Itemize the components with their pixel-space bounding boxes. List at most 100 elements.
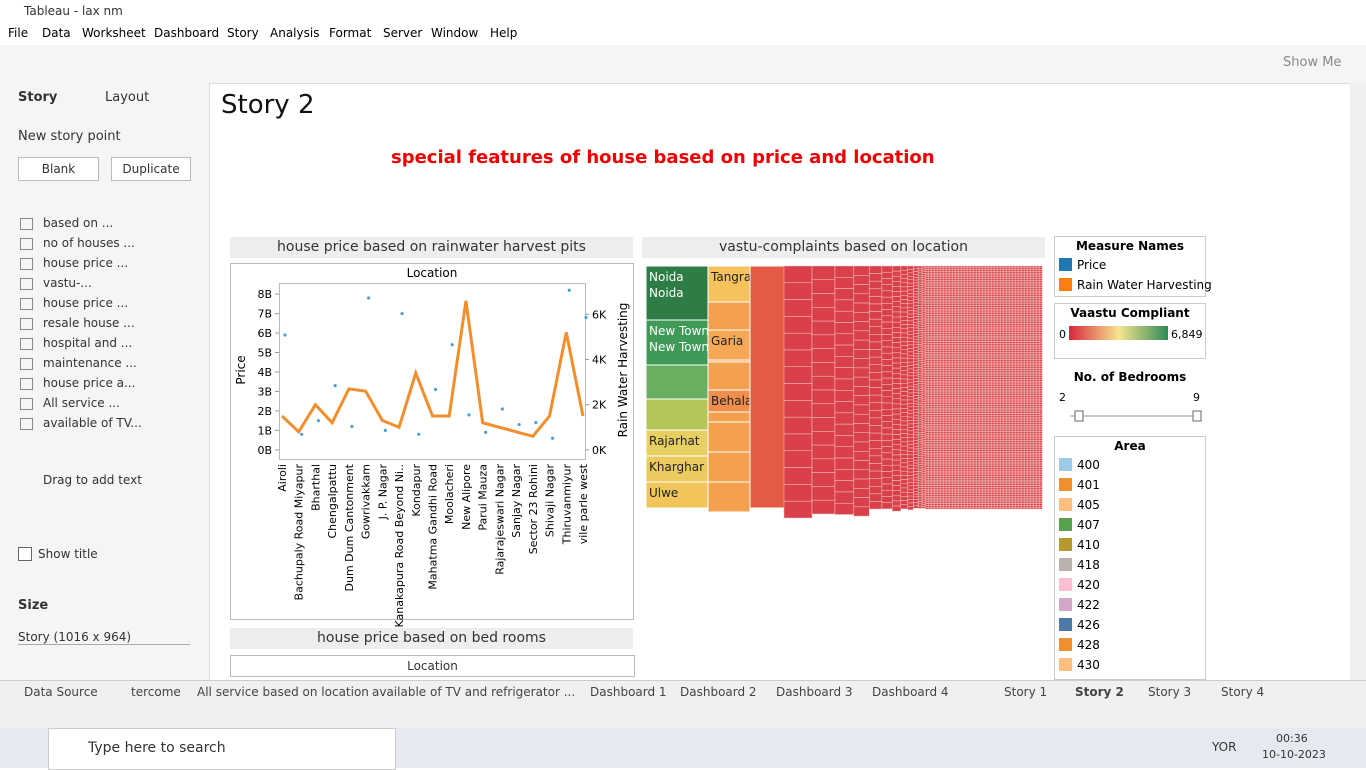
treemap-cell [982, 466, 985, 468]
treemap-cell [913, 494, 918, 497]
treemap-cell [991, 405, 994, 407]
treemap-cell [988, 419, 991, 421]
treemap-cell [994, 351, 997, 353]
treemap-cell [973, 446, 976, 448]
treemap-cell [982, 471, 985, 473]
treemap-cell [964, 414, 967, 416]
treemap-cell [937, 473, 940, 475]
treemap-cell [922, 400, 925, 402]
treemap-cell [997, 408, 1000, 410]
treemap-cell [931, 469, 934, 471]
treemap-cell [937, 457, 940, 459]
treemap-cell [943, 349, 946, 351]
treemap-cell [922, 503, 925, 505]
treemap-cell [967, 268, 970, 270]
treemap-cell [976, 464, 979, 466]
treemap-cell [937, 410, 940, 412]
treemap-cell [925, 480, 928, 482]
treemap-cell [991, 315, 994, 317]
treemap-cell [973, 399, 976, 401]
treemap-cell [961, 480, 964, 482]
treemap-cell [1000, 417, 1003, 419]
treemap-cell [949, 414, 952, 416]
treemap-cell [982, 302, 985, 304]
treemap-cell [994, 376, 997, 378]
treemap-cell [854, 405, 869, 414]
treemap-cell [955, 352, 958, 354]
treemap-cell [967, 311, 970, 313]
treemap-cell [928, 446, 931, 448]
treemap-cell [946, 268, 949, 270]
treemap-cell [931, 446, 934, 448]
treemap-cell [949, 318, 952, 320]
treemap-cell [946, 333, 949, 335]
treemap-cell [908, 434, 914, 437]
treemap-cell [1003, 489, 1006, 491]
treemap-cell [708, 482, 750, 512]
treemap-cell [991, 496, 994, 498]
treemap-cell [967, 385, 970, 387]
treemap-cell [985, 275, 988, 277]
treemap-cell [1000, 309, 1003, 311]
treemap-cell [925, 451, 928, 453]
treemap-cell [1006, 498, 1009, 500]
treemap-cell [1009, 277, 1012, 279]
y-tick-label: 6B [257, 327, 272, 340]
treemap-cell [922, 467, 925, 469]
treemap-cell [892, 399, 901, 404]
treemap-cell [961, 388, 964, 390]
treemap-cell [1009, 388, 1012, 390]
treemap-cell [940, 464, 943, 466]
treemap-cell [949, 349, 952, 351]
treemap-cell [967, 387, 970, 389]
treemap-cell [955, 270, 958, 272]
treemap-cell [908, 293, 914, 296]
treemap-cell [985, 300, 988, 302]
treemap-cell [1003, 469, 1006, 471]
treemap-cell [918, 326, 922, 328]
treemap-cell [943, 338, 946, 340]
treemap-cell [949, 379, 952, 381]
treemap-cell [901, 333, 908, 337]
treemap-cell [1003, 345, 1006, 347]
treemap-cell [946, 334, 949, 336]
treemap-cell [928, 480, 931, 482]
treemap-cell [1006, 455, 1009, 457]
treemap-cell [934, 403, 937, 405]
treemap-cell [922, 270, 925, 272]
treemap-cell [922, 404, 925, 406]
treemap-cell [1015, 334, 1018, 336]
treemap-cell [976, 286, 979, 288]
treemap-cell [982, 505, 985, 507]
treemap-cell [908, 427, 914, 430]
treemap-cell [918, 506, 922, 508]
treemap-cell [997, 343, 1000, 345]
treemap-cell [958, 376, 961, 378]
treemap-cell [1000, 280, 1003, 282]
treemap-cell [937, 295, 940, 297]
treemap-cell [934, 271, 937, 273]
treemap-cell [946, 460, 949, 462]
treemap-cell [982, 430, 985, 432]
treemap-cell [961, 291, 964, 293]
treemap-cell [1003, 383, 1006, 385]
treemap-cell [961, 457, 964, 459]
treemap-cell [985, 284, 988, 286]
treemap-cell [931, 426, 934, 428]
treemap-cell [1000, 333, 1003, 335]
treemap-cell [970, 403, 973, 405]
treemap-cell [964, 430, 967, 432]
treemap-cell [958, 374, 961, 376]
treemap-cell [967, 378, 970, 380]
treemap-cell [976, 374, 979, 376]
treemap-cell [988, 414, 991, 416]
treemap-cell [952, 360, 955, 362]
treemap-cell [1000, 504, 1003, 506]
treemap-cell [955, 455, 958, 457]
treemap-cell [925, 442, 928, 444]
treemap-cell [952, 388, 955, 390]
treemap-cell [925, 475, 928, 477]
treemap-cell [922, 275, 925, 277]
treemap-cell [1000, 347, 1003, 349]
treemap-cell [940, 361, 943, 363]
